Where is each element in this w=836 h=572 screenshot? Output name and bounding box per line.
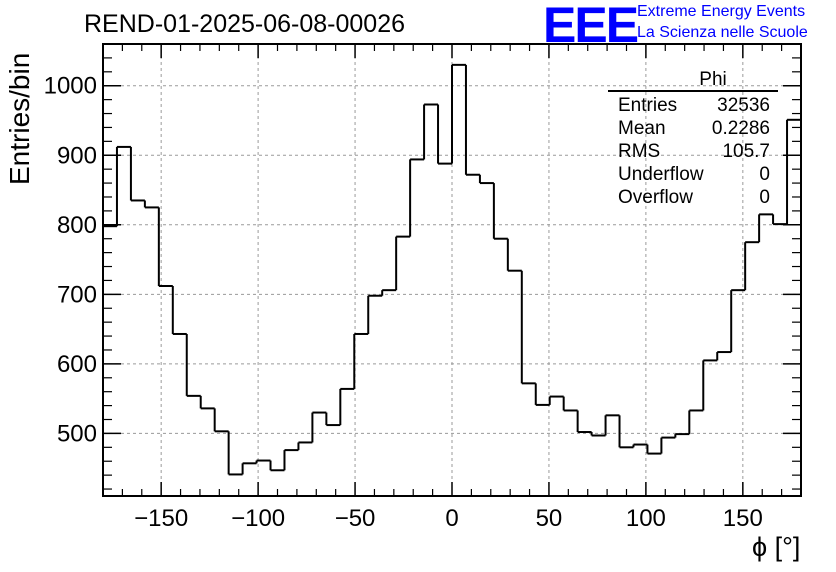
y-tick-label: 1000 [44,73,97,100]
stat-label: Overflow [618,187,693,208]
y-axis-label: Entries/bin [4,52,35,185]
stat-value: 0 [759,187,770,208]
stats-row-entries: Entries 32536 [608,94,778,117]
y-tick-label: 500 [57,420,97,447]
stats-row-overflow: Overflow 0 [608,186,778,209]
stats-row-rms: RMS 105.7 [608,140,778,163]
stat-label: Entries [618,95,678,116]
axis-ticks: −150 −100 −50 0 50 100 150 500 600 700 800 900 1000 [44,43,802,532]
y-tick-label: 600 [57,351,97,378]
x-tick-label: −150 [134,505,188,532]
stat-label: Mean [618,118,666,139]
stat-label: RMS [618,141,661,162]
x-tick-label: 100 [626,505,666,532]
logo-line-1: Extreme Energy Events [637,3,806,20]
chart-title: REND-01-2025-06-08-00026 [84,10,406,38]
stat-value: 105.7 [722,141,770,162]
x-tick-label: −100 [231,505,285,532]
x-tick-label: 50 [536,505,563,532]
stats-title: Phi [699,69,727,90]
stat-value: 0.2286 [711,118,770,139]
histogram-series [103,63,801,476]
stats-divider [608,90,778,92]
logo-line-2: La Scienza nelle Scuole [637,24,808,41]
eee-logo: EEE [543,0,639,53]
stats-row-underflow: Underflow 0 [608,163,778,186]
x-axis-label: ϕ [°] [752,532,801,562]
stat-value: 0 [759,164,770,185]
x-tick-label: −50 [335,505,376,532]
x-tick-label: 0 [445,505,458,532]
stat-label: Underflow [618,164,704,185]
x-tick-label: 150 [723,505,763,532]
stat-value: 32536 [717,95,770,116]
y-tick-label: 700 [57,281,97,308]
stats-box: Phi Entries 32536 Mean 0.2286 RMS 105.7 … [608,70,778,209]
y-tick-label: 800 [57,212,97,239]
stats-row-mean: Mean 0.2286 [608,117,778,140]
y-tick-label: 900 [57,142,97,169]
